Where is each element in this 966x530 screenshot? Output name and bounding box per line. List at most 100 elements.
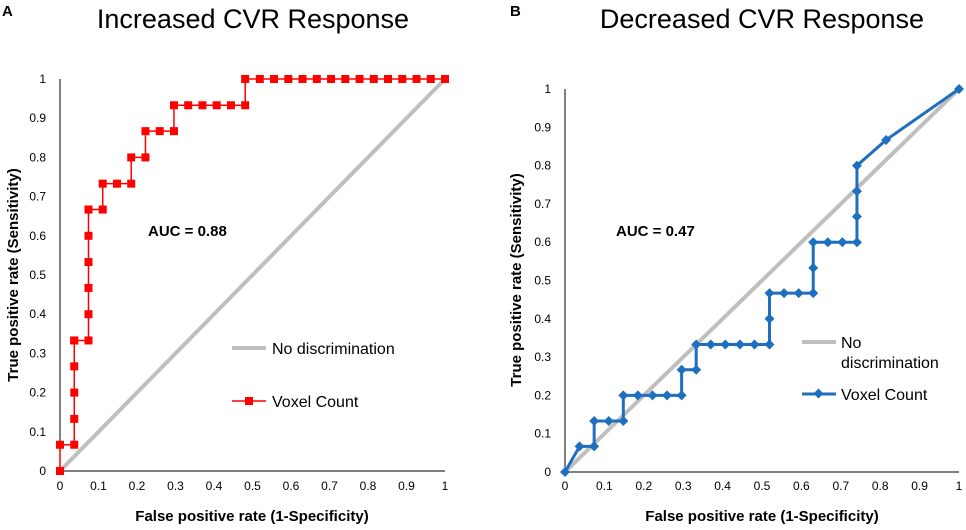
panel-b-x-tick-label: 0 (562, 479, 569, 493)
legend-a-no-discrimination-label: No discrimination (272, 341, 395, 358)
panel-b-voxel-count-point (822, 237, 833, 248)
panel-a-voxel-count-point (70, 362, 79, 371)
panel-a-voxel-count-point (84, 205, 93, 214)
panel-a-y-tick-label: 0.6 (29, 229, 46, 243)
panel-a-x-tick-label: 0.4 (206, 479, 223, 493)
panel-a-x-tick-label: 0 (57, 479, 64, 493)
panel-a-y-tick-label: 0.5 (29, 268, 46, 282)
panel-a-y-tick-label: 0.1 (29, 425, 46, 439)
panel-a-x-axis-title: False positive rate (1-Specificity) (135, 508, 368, 525)
panel-b-voxel-count-point (851, 160, 862, 171)
panel-b-voxel-count-point (851, 211, 862, 222)
panel-b-auc-annotation: AUC = 0.47 (616, 223, 695, 240)
panel-b-x-tick-label: 0.1 (596, 479, 613, 493)
panel-b-x-tick-label: 0.3 (675, 479, 692, 493)
panel-b-voxel-count-point (749, 339, 760, 350)
panel-a-voxel-count-point (70, 388, 79, 397)
panel-a-voxel-count-point (56, 467, 64, 475)
panel-a-x-tick-label: 1 (442, 479, 449, 493)
panel-b-x-tick-label: 0.7 (832, 479, 849, 493)
panel-a-voxel-count-point (398, 75, 407, 83)
panel-b-voxel-count-point (851, 186, 862, 197)
legend-b-voxel-count-marker (813, 388, 824, 399)
panel-b-y-tick-label: 0.6 (534, 235, 551, 249)
panel-a-voxel-count-point (426, 75, 435, 83)
panel-a-voxel-count-point (127, 179, 136, 188)
panel-a-voxel-count-point (84, 336, 93, 345)
panel-b-y-tick-label: 0.8 (534, 159, 551, 173)
panel-b-x-tick-label: 1 (956, 479, 963, 493)
panel-a-voxel-count-point (141, 127, 150, 136)
panel-b-voxel-count-point (837, 237, 848, 248)
panel-b-x-tick-label: 0.6 (793, 479, 810, 493)
panel-b-voxel-count-point (691, 339, 702, 350)
panel-a-voxel-count-point (98, 179, 107, 188)
panel-a-voxel-count-point (141, 153, 150, 162)
panel-b-x-tick-label: 0.9 (911, 479, 928, 493)
panel-b-voxel-count-point (603, 416, 614, 427)
panel-b-x-tick-label: 0.4 (714, 479, 731, 493)
panel-a-x-tick-label: 0.8 (360, 479, 377, 493)
panel-a-voxel-count-point (241, 75, 250, 83)
panel-a-voxel-count-point (84, 283, 93, 292)
panel-b-y-tick-label: 1 (544, 82, 551, 96)
panel-a-legend: No discrimination Voxel Count (232, 341, 395, 411)
panel-a-x-tick-label: 0.7 (321, 479, 338, 493)
panel-a-voxel-count-point (255, 75, 264, 83)
panel-b-title: Decreased CVR Response (600, 4, 924, 34)
panel-a-voxel-count-point (198, 101, 207, 110)
panel-a-y-tick-label: 0.3 (29, 346, 46, 360)
panel-a-series-no-discrimination-line (58, 77, 447, 473)
panel-b-voxel-count-point (720, 339, 731, 350)
panel-a-voxel-count-point (312, 75, 321, 83)
panel-b-voxel-count-point (764, 313, 775, 324)
panel-a-x-tick-label: 0.3 (167, 479, 184, 493)
legend-b-no-discrimination-label-line1: No (841, 335, 862, 352)
panel-b-y-tick-label: 0.4 (534, 312, 551, 326)
legend-a-voxel-count-marker (245, 397, 253, 405)
panel-a-voxel-count-point (341, 75, 350, 83)
panel-a-x-tick-label: 0.6 (283, 479, 300, 493)
panel-a-title: Increased CVR Response (97, 4, 409, 34)
panel-a-voxel-count-point (441, 75, 449, 83)
panel-b-x-axis-title: False positive rate (1-Specificity) (645, 508, 878, 525)
panel-a-voxel-count-point (369, 75, 378, 83)
panel-a-y-tick-label: 0.8 (29, 150, 46, 164)
panel-b-voxel-count-point (705, 339, 716, 350)
panel-b-y-tick-label: 0.5 (534, 274, 551, 288)
panel-b-y-tick-label: 0.1 (534, 427, 551, 441)
panel-b-voxel-count-point (647, 390, 658, 401)
panel-b-y-tick-label: 0.9 (534, 120, 551, 134)
panel-a-voxel-count-point (184, 101, 193, 110)
panel-b-legend: No discrimination Voxel Count (802, 335, 939, 404)
panel-a-voxel-count-point (241, 101, 250, 110)
panel-a-voxel-count-point (70, 336, 79, 345)
panel-b-voxel-count-point (881, 134, 892, 145)
panel-a-voxel-count-point (56, 440, 64, 449)
panel-a-y-tick-label: 0.4 (29, 307, 46, 321)
panel-a: A Increased CVR Response 0 0.1 0.2 0.3 0.4 0.… (2, 3, 449, 525)
legend-a-voxel-count-label: Voxel Count (272, 394, 359, 411)
panel-a-voxel-count-point (284, 75, 293, 83)
panel-a-x-tick-label: 0.2 (129, 479, 146, 493)
panel-b-voxel-count-point (574, 441, 585, 452)
panel-a-label: A (2, 3, 13, 20)
panel-a-voxel-count-point (384, 75, 393, 83)
panel-b-x-tick-label: 0.2 (635, 479, 652, 493)
panel-a-voxel-count-point (70, 440, 79, 449)
panel-b-voxel-count-point (632, 390, 643, 401)
panel-a-y-tick-label: 1 (39, 72, 46, 86)
panel-a-voxel-count-point (84, 310, 93, 319)
panel-b: B Decreased CVR Response 0 0.1 0.2 0.3 0.4 0.… (508, 3, 964, 525)
panel-a-y-tick-label: 0 (39, 464, 46, 478)
panel-b-voxel-count-point (764, 288, 775, 299)
panel-a-voxel-count-point (412, 75, 421, 83)
panel-a-voxel-count-point (84, 231, 93, 240)
panel-b-voxel-count-point (618, 416, 629, 427)
panel-b-label: B (510, 3, 521, 20)
panel-b-voxel-count-point (676, 390, 687, 401)
panel-a-y-tick-label: 0.7 (29, 190, 46, 204)
panel-b-voxel-count-point (808, 262, 819, 273)
panel-a-x-tick-label: 0.9 (398, 479, 415, 493)
panel-a-voxel-count-point (169, 101, 178, 110)
